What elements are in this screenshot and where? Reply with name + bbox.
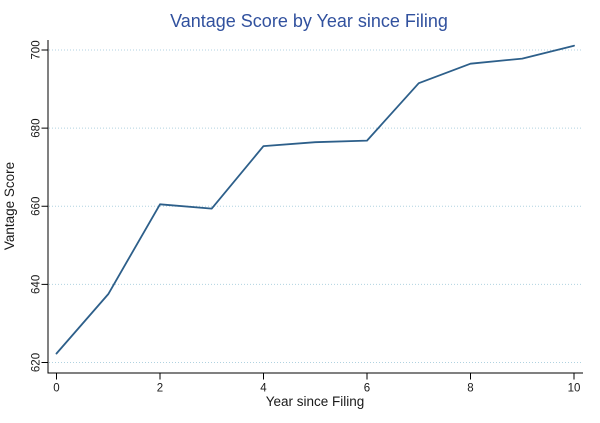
y-tick-label: 640 (31, 275, 43, 294)
y-tick-label: 620 (31, 353, 43, 372)
y-tick-label: 660 (31, 197, 43, 216)
axes: 620 640 660 680 700 0 2 4 6 8 10 (31, 40, 583, 395)
y-tick-label: 700 (31, 40, 43, 59)
x-axis-label: Year since Filing (266, 394, 365, 409)
x-tick-label: 10 (568, 383, 581, 395)
plot-line (55, 44, 575, 355)
y-tick-label: 680 (31, 119, 43, 138)
data-series (55, 44, 575, 355)
gridlines (49, 49, 583, 363)
x-tick-label: 4 (260, 383, 267, 395)
y-axis-label: Vantage Score (2, 162, 17, 250)
x-tick-label: 8 (467, 383, 473, 395)
x-tick-label: 0 (53, 383, 59, 395)
chart-title: Vantage Score by Year since Filing (170, 11, 448, 31)
x-tick-label: 2 (157, 383, 163, 395)
x-tick-label: 6 (364, 383, 370, 395)
